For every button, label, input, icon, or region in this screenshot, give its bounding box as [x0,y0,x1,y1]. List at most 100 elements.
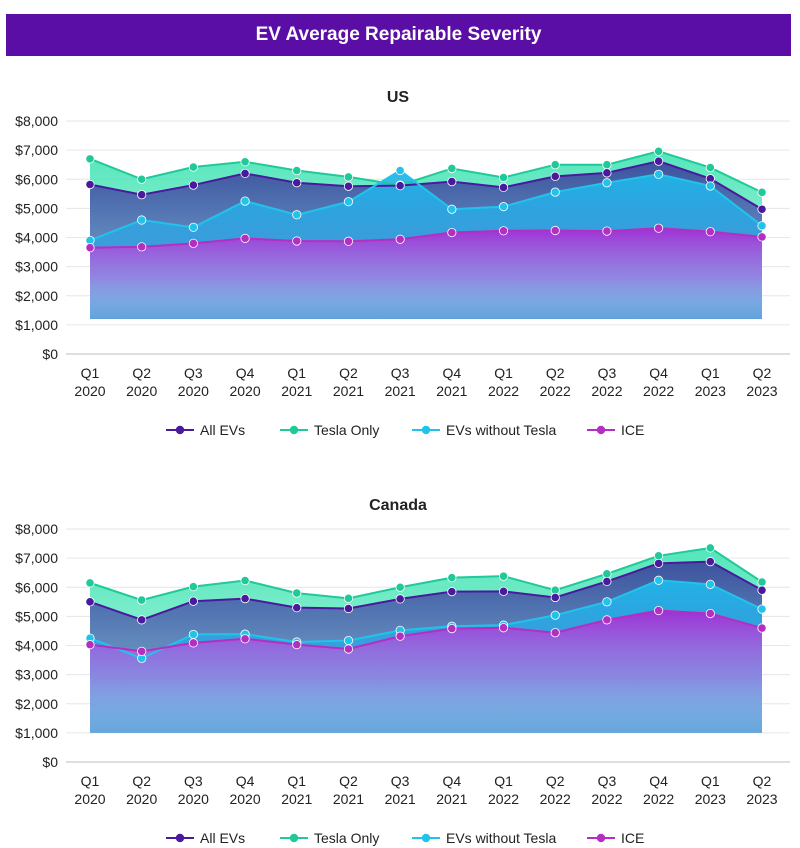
y-tick-label: $2,000 [15,696,58,712]
point-ice [85,640,95,650]
y-tick-label: $5,000 [15,608,58,624]
x-tick-label: 2022 [488,791,519,807]
y-tick-label: $8,000 [15,113,58,129]
legend-label: All EVs [200,830,245,846]
point-ice [447,624,457,634]
legend-item: ICE [587,830,644,846]
legend-marker [289,833,299,843]
point-all-evs [654,156,664,166]
point-tesla-only [705,163,715,173]
point-ice [188,238,198,248]
point-tesla-only [654,146,664,156]
y-tick-label: $2,000 [15,288,58,304]
x-tick-label: Q4 [236,365,255,381]
point-ice [137,242,147,252]
x-tick-label: Q2 [339,773,358,789]
x-tick-label: 2022 [591,383,622,399]
x-tick-label: 2020 [178,791,209,807]
point-all-evs [292,603,302,613]
point-tesla-only [757,187,767,197]
point-tesla-only [757,577,767,587]
point-all-evs [654,558,664,568]
point-tesla-only [602,569,612,579]
point-all-evs [343,181,354,191]
point-ice [395,631,405,641]
page-title: EV Average Repairable Severity [255,24,542,45]
point-ice [550,225,560,236]
point-ice [447,227,457,238]
x-tick-label: 2020 [74,791,105,807]
point-ice [705,227,715,237]
point-evs-without-tesla [654,169,664,179]
point-ice [240,233,250,243]
x-tick-label: Q4 [649,365,668,381]
point-all-evs [395,594,405,604]
y-tick-label: $4,000 [15,638,58,654]
point-tesla-only [188,582,198,592]
x-tick-label: 2020 [178,383,209,399]
y-tick-label: $8,000 [15,521,58,537]
x-tick-label: Q3 [391,773,410,789]
legend-item: EVs without Tesla [412,422,556,438]
us-chart: US $0 $1,000 $2,000 $3,000 $4,000 $5,000 $6,000… [15,89,790,438]
x-tick-label: Q1 [494,365,513,381]
point-all-evs [292,178,302,188]
point-all-evs [85,179,95,190]
point-tesla-only [137,174,147,184]
y-tick-label: $6,000 [15,171,58,187]
y-tick-label: $1,000 [15,317,58,333]
legend-item: EVs without Tesla [412,830,556,846]
x-tick-label: 2022 [540,791,571,807]
legend-label: ICE [621,830,644,846]
point-evs-without-tesla [240,196,250,206]
line-tesla-only [89,150,763,194]
point-tesla-only [85,154,95,164]
point-ice [550,628,560,638]
x-tick-label: Q1 [287,365,306,381]
point-all-evs [85,597,95,607]
point-evs-without-tesla [550,187,560,197]
x-tick-label: Q4 [236,773,255,789]
point-evs-without-tesla [757,221,767,231]
point-ice [498,226,509,236]
point-tesla-only [343,172,354,182]
point-evs-without-tesla [188,629,198,640]
point-evs-without-tesla [705,579,715,589]
x-tick-label: Q1 [701,365,720,381]
x-tick-label: 2023 [746,791,777,807]
point-all-evs [602,168,612,178]
point-ice [654,223,664,233]
y-tick-label: $5,000 [15,200,58,216]
point-ice [602,615,612,625]
x-tick-label: Q1 [81,365,100,381]
chart-title: US [387,89,410,106]
legend-label: EVs without Tesla [446,422,556,438]
point-tesla-only [292,165,302,176]
x-tick-label: 2022 [488,383,519,399]
point-tesla-only [240,157,250,167]
legend-item: ICE [587,422,644,438]
y-tick-label: $4,000 [15,230,58,246]
point-all-evs [447,176,457,187]
x-tick-label: Q1 [81,773,100,789]
page-title-banner: EV Average Repairable Severity [6,14,791,56]
legend-marker [289,425,299,435]
point-evs-without-tesla [343,197,354,207]
y-tick-label: $0 [42,754,58,770]
legend-item: Tesla Only [280,830,379,846]
x-tick-label: Q3 [391,365,410,381]
legend-marker [175,425,185,435]
point-tesla-only [85,578,95,588]
x-tick-label: Q3 [598,365,617,381]
x-tick-label: 2021 [385,791,416,807]
legend-label: Tesla Only [314,830,379,846]
point-ice [137,646,147,656]
x-tick-label: 2021 [281,791,312,807]
x-tick-label: 2020 [126,383,157,399]
point-evs-without-tesla [550,610,560,620]
x-tick-label: Q3 [598,773,617,789]
x-tick-label: 2021 [281,383,312,399]
legend-label: EVs without Tesla [446,830,556,846]
point-ice [343,644,354,654]
x-tick-label: 2020 [74,383,105,399]
